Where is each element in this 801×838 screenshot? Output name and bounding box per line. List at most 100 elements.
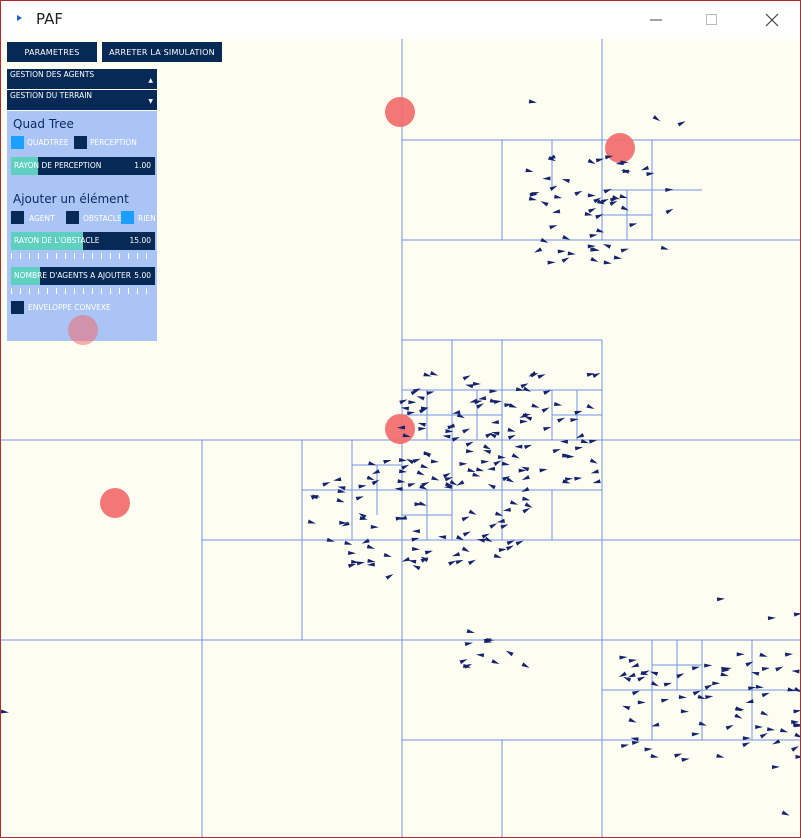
obstacle-radius-slider[interactable]: RAYON DE L'OBSTACLE 15.00	[11, 232, 155, 250]
agent-arrow	[394, 487, 403, 492]
agents-count-fill	[11, 267, 40, 285]
agent-arrow	[397, 425, 406, 430]
control-panel	[7, 111, 157, 341]
convex-hull-toggle[interactable]	[11, 301, 24, 314]
agent-arrow	[420, 406, 429, 411]
quadtree-toggle[interactable]	[11, 136, 24, 149]
agent-arrow	[528, 196, 538, 201]
minimize-button[interactable]	[633, 5, 679, 35]
agent-arrow	[411, 546, 421, 551]
agent-arrow	[521, 475, 530, 481]
agent-arrow	[748, 686, 757, 691]
agent-arrow	[348, 550, 357, 555]
agent-arrow	[411, 529, 420, 534]
agent-arrow	[543, 426, 552, 432]
agent-arrow	[420, 463, 429, 469]
agent-arrow	[574, 190, 583, 197]
agent-arrow	[430, 459, 439, 464]
agent-arrow	[476, 538, 486, 543]
agent-arrow	[576, 432, 585, 439]
maximize-icon	[706, 14, 717, 25]
agent-arrow	[736, 706, 745, 711]
agent-arrow	[469, 398, 478, 403]
terrain-group-label: GESTION DU TERRAIN	[10, 91, 93, 100]
agent-arrow	[310, 494, 320, 500]
agent-arrow	[496, 518, 506, 523]
agent-arrow	[586, 372, 595, 377]
maximize-button[interactable]	[689, 5, 735, 35]
perception-radius-fill	[11, 157, 39, 175]
agents-group-header[interactable]: GESTION DES AGENTS ▲	[7, 69, 157, 89]
agent-arrow	[348, 563, 357, 569]
agent-arrow	[351, 559, 360, 564]
agent-arrow	[674, 753, 683, 758]
agent-arrow	[397, 479, 406, 484]
simulation-canvas[interactable]: PARAMETRES ARRETER LA SIMULATION GESTION…	[1, 39, 801, 838]
obstacle-option[interactable]	[66, 211, 79, 224]
agent-arrow	[651, 722, 660, 727]
agent-arrow	[336, 498, 345, 503]
agent-arrow	[489, 389, 498, 394]
agent-arrow	[399, 399, 408, 405]
agent-arrow	[461, 516, 470, 522]
agent-arrow	[596, 199, 605, 205]
agent-arrow	[553, 194, 563, 199]
agent-arrow	[677, 121, 686, 127]
agent-arrow	[564, 477, 574, 482]
agent-arrow	[521, 662, 530, 668]
agent-arrow	[464, 642, 473, 647]
agent-arrow	[448, 560, 457, 566]
agent-arrow	[691, 732, 700, 737]
simulation-scene[interactable]	[1, 39, 801, 838]
agent-arrow	[416, 396, 425, 401]
agent-arrow	[549, 225, 558, 230]
agent-arrow	[506, 477, 515, 483]
agents-count-slider[interactable]: NOMBRE D'AGENTS A AJOUTER 5.00	[11, 267, 155, 285]
agent-arrow	[502, 476, 511, 482]
agent-arrow	[628, 658, 637, 663]
obstacle-marker[interactable]	[385, 97, 415, 127]
agent-arrow	[542, 176, 551, 181]
agent-arrow	[456, 534, 465, 541]
agent-arrow	[631, 741, 641, 746]
agent-arrow	[630, 737, 639, 742]
agent-arrow	[383, 552, 392, 557]
agent-arrow	[322, 481, 331, 487]
agent-arrow	[734, 713, 743, 719]
agent-arrow	[742, 742, 751, 748]
stop-simulation-button[interactable]: ARRETER LA SIMULATION	[102, 42, 222, 62]
agent-arrow	[507, 434, 516, 440]
close-button[interactable]	[749, 5, 795, 35]
rien-option[interactable]	[121, 211, 134, 224]
agent-arrow	[475, 653, 485, 658]
obstacle-marker[interactable]	[100, 488, 130, 518]
terrain-group-header[interactable]: GESTION DU TERRAIN ▼	[7, 90, 157, 110]
agent-arrow	[547, 154, 556, 160]
agent-arrow	[549, 185, 558, 192]
agent-option[interactable]	[11, 211, 24, 224]
perception-toggle[interactable]	[74, 136, 87, 149]
caret-up-icon: ▲	[148, 77, 153, 84]
agent-arrow	[755, 684, 764, 689]
agent-arrow	[487, 484, 496, 490]
perception-radius-value: 1.00	[134, 161, 151, 170]
agent-arrow	[795, 754, 800, 759]
agent-arrow	[627, 672, 636, 678]
perception-radius-slider[interactable]: RAYON DE PERCEPTION 1.00	[11, 157, 155, 175]
agents-count-value: 5.00	[134, 271, 151, 280]
obstacle-marker[interactable]	[605, 133, 635, 163]
obstacle-marker[interactable]	[385, 414, 415, 444]
agent-arrow	[521, 466, 530, 472]
agent-arrow	[523, 444, 533, 450]
agent-arrow	[423, 372, 432, 377]
agent-arrow	[641, 670, 650, 676]
agent-arrow	[586, 403, 595, 409]
agent-arrow	[472, 381, 481, 386]
agent-arrow	[540, 237, 549, 243]
agent-arrow	[505, 650, 514, 657]
agent-arrow	[745, 699, 754, 703]
parametres-button[interactable]: PARAMETRES	[7, 42, 97, 62]
agent-arrow	[767, 616, 776, 621]
agent-arrow	[631, 690, 641, 696]
